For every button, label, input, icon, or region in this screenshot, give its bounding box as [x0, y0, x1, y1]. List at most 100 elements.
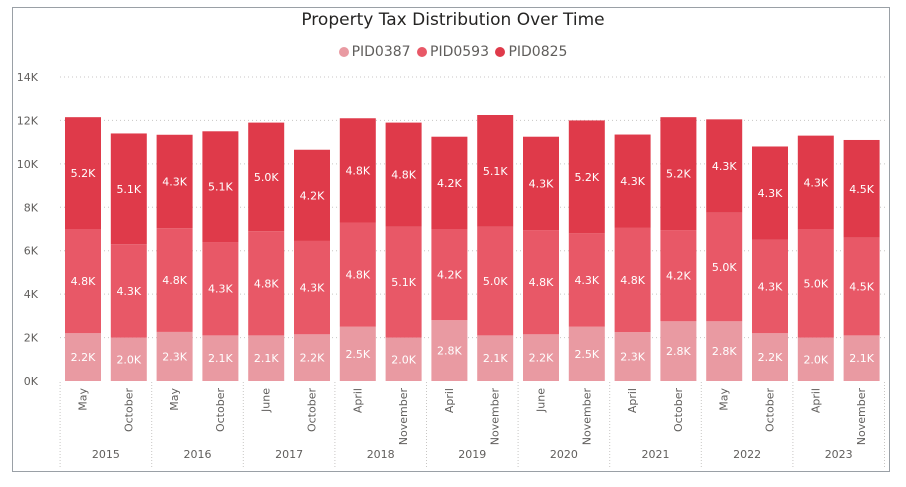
data-label: 4.3K — [758, 187, 783, 200]
bar-segment — [568, 120, 605, 234]
data-label: 4.8K — [254, 277, 279, 290]
x-tick-label: November — [489, 388, 502, 446]
bar-segment — [614, 134, 651, 228]
y-tick-label: 10K — [17, 158, 39, 171]
x-tick-label: June — [535, 388, 548, 413]
bar-segment — [65, 117, 101, 229]
bar-segment — [660, 230, 697, 322]
legend-item-3[interactable]: PID0825 — [495, 44, 567, 60]
data-label: 4.2K — [437, 177, 462, 190]
data-label: 4.8K — [162, 274, 187, 287]
y-tick-label: 2K — [24, 332, 39, 345]
data-label: 4.3K — [300, 282, 325, 295]
data-label: 4.2K — [666, 270, 691, 283]
x-tick-label: October — [764, 388, 777, 432]
bar-segment — [110, 337, 147, 381]
legend-label: PID0825 — [508, 44, 568, 60]
data-label: 4.3K — [712, 160, 737, 173]
y-tick-label: 0K — [24, 375, 39, 388]
bar-segment — [65, 229, 101, 334]
bar-segment — [65, 333, 101, 381]
bar-segment — [568, 233, 605, 327]
data-label: 2.1K — [208, 352, 233, 365]
data-label: 2.2K — [529, 352, 554, 365]
x-tick-label: April — [443, 388, 456, 413]
data-label: 2.2K — [71, 351, 96, 364]
data-label: 2.1K — [483, 352, 508, 365]
x-tick-label: November — [397, 388, 410, 446]
data-label: 4.2K — [300, 189, 325, 202]
y-tick-label: 4K — [24, 288, 39, 301]
year-label: 2016 — [184, 448, 212, 461]
legend-item-1[interactable]: PID0387 — [338, 44, 411, 60]
data-label: 5.2K — [574, 171, 599, 184]
legend: PID0387 PID0593 PID0825 — [0, 44, 906, 60]
x-tick-label: May — [168, 388, 181, 411]
data-label: 4.8K — [620, 274, 645, 287]
bar-segment — [339, 326, 376, 381]
y-tick-label: 6K — [24, 245, 39, 258]
data-label: 5.0K — [254, 171, 279, 184]
data-label: 5.0K — [483, 275, 508, 288]
year-label: 2022 — [733, 448, 761, 461]
data-label: 2.5K — [345, 348, 370, 361]
bar-segment — [431, 229, 468, 321]
data-label: 2.2K — [300, 352, 325, 365]
chart-title: Property Tax Distribution Over Time — [301, 10, 605, 30]
data-label: 4.3K — [758, 281, 783, 294]
bar-segment — [156, 134, 193, 229]
data-label: 4.3K — [620, 175, 645, 188]
data-label: 4.8K — [391, 169, 416, 182]
bar-segment — [523, 334, 559, 381]
data-label: 2.0K — [803, 353, 828, 366]
bar-segment — [752, 146, 788, 240]
year-label: 2023 — [825, 448, 853, 461]
bar-segment — [339, 222, 376, 327]
bar-segment — [385, 226, 422, 338]
bar-segment — [843, 237, 880, 336]
y-tick-label: 12K — [17, 114, 39, 127]
bar-segment — [614, 227, 651, 333]
bar-segment — [797, 135, 834, 229]
data-label: 2.3K — [162, 350, 187, 363]
bar-segment — [110, 133, 147, 245]
legend-dot-icon — [417, 47, 427, 57]
x-tick-label: November — [855, 388, 868, 446]
bar-segment — [660, 117, 697, 231]
data-label: 4.5K — [849, 183, 874, 196]
legend-item-2[interactable]: PID0593 — [417, 44, 489, 60]
x-tick-label: November — [580, 388, 593, 446]
data-label: 4.2K — [437, 269, 462, 282]
bar-segment — [202, 335, 239, 381]
data-label: 4.8K — [71, 275, 96, 288]
bar-segment — [706, 119, 743, 213]
year-label: 2017 — [275, 448, 303, 461]
data-label: 4.8K — [345, 269, 370, 282]
bar-segment — [797, 229, 834, 338]
bar-segment — [156, 331, 193, 381]
bar-segment — [294, 334, 330, 381]
x-tick-label: May — [718, 388, 731, 411]
y-tick-label: 8K — [24, 201, 39, 214]
x-tick-label: October — [306, 388, 319, 432]
bar-segment — [843, 139, 880, 238]
data-label: 2.1K — [849, 352, 874, 365]
data-label: 4.3K — [529, 177, 554, 190]
bar-segment — [843, 335, 880, 381]
data-label: 5.1K — [483, 165, 508, 178]
data-label: 2.2K — [758, 351, 783, 364]
bar-segment — [614, 332, 651, 381]
bar-segment — [523, 230, 559, 335]
bar-segment — [431, 320, 468, 381]
data-label: 5.0K — [712, 261, 737, 274]
data-label: 2.8K — [712, 345, 737, 358]
legend-dot-icon — [338, 47, 349, 57]
bar-segment — [248, 122, 285, 232]
bar-segment — [752, 239, 788, 334]
bar-segment — [477, 115, 514, 227]
year-label: 2018 — [367, 448, 395, 461]
bar-segment — [660, 321, 697, 381]
legend-label: PID0593 — [430, 44, 489, 60]
bar-segment — [477, 335, 514, 381]
